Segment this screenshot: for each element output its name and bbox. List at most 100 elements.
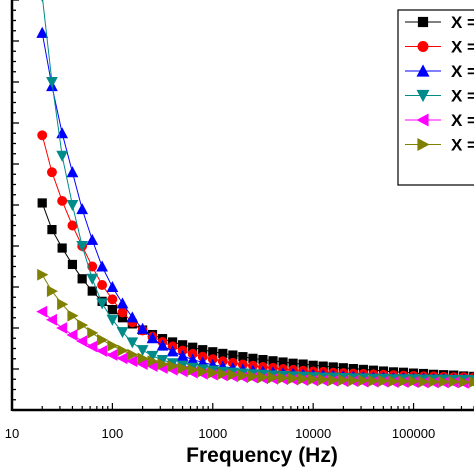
data-point xyxy=(106,314,119,326)
data-point xyxy=(388,375,400,388)
data-point xyxy=(107,304,117,315)
data-point xyxy=(288,372,300,385)
legend-marker xyxy=(417,138,430,151)
legend-label: X = xyxy=(451,62,474,81)
data-point xyxy=(278,372,290,384)
y-ticks xyxy=(12,0,19,411)
data-point xyxy=(116,352,128,365)
legend-marker xyxy=(416,113,429,127)
legend-item-4: X = xyxy=(405,111,474,130)
x-tick-label: 100000 xyxy=(392,426,435,441)
data-point xyxy=(187,363,199,376)
data-point xyxy=(308,373,320,386)
data-point xyxy=(146,332,159,344)
legend-label: X = xyxy=(451,13,474,32)
data-point xyxy=(448,375,460,388)
legend-label: X = xyxy=(451,136,474,155)
data-point xyxy=(56,322,68,334)
data-point xyxy=(147,355,159,368)
data-point xyxy=(97,334,109,346)
data-point xyxy=(398,375,410,388)
data-point xyxy=(197,365,209,378)
data-point xyxy=(57,243,67,253)
data-point xyxy=(428,375,440,388)
data-point xyxy=(408,375,420,388)
data-point xyxy=(97,280,108,290)
data-point xyxy=(87,327,99,339)
data-point xyxy=(47,225,57,235)
legend-item-0: X = xyxy=(405,13,474,32)
x-tick-label: 100 xyxy=(102,426,124,441)
data-point xyxy=(338,374,350,386)
data-point xyxy=(107,294,118,305)
legend-label: X = xyxy=(451,87,474,106)
data-point xyxy=(167,360,179,373)
x-tick-label: 10000 xyxy=(295,426,331,441)
data-point xyxy=(156,339,169,351)
data-point xyxy=(86,233,99,245)
data-point xyxy=(66,199,79,212)
data-point xyxy=(77,319,89,332)
data-point xyxy=(247,370,259,383)
legend-item-3: X = xyxy=(405,87,474,106)
data-point xyxy=(76,240,89,253)
data-point xyxy=(47,167,57,178)
data-point xyxy=(127,348,139,361)
data-point xyxy=(76,203,89,215)
data-point xyxy=(378,375,390,387)
x-tick-label: 10 xyxy=(5,426,19,441)
data-point xyxy=(257,371,269,384)
data-point xyxy=(37,268,49,281)
data-point xyxy=(117,344,129,357)
data-point xyxy=(41,0,44,2)
data-point xyxy=(298,372,310,385)
data-point xyxy=(66,166,79,178)
data-point xyxy=(96,260,108,272)
data-point xyxy=(438,375,450,388)
data-point xyxy=(136,322,149,334)
data-point xyxy=(56,150,69,162)
data-point xyxy=(45,313,57,326)
data-point xyxy=(96,298,108,310)
series-layer xyxy=(36,0,474,389)
x-ticks: 10 100 1000 10000 100000 xyxy=(5,403,474,441)
x-tick-label: 1000 xyxy=(198,426,227,441)
data-point xyxy=(126,355,138,368)
data-point xyxy=(176,349,189,361)
data-point xyxy=(267,371,280,384)
data-point xyxy=(66,329,78,341)
data-point xyxy=(157,358,169,370)
data-point xyxy=(348,374,360,387)
data-point xyxy=(116,297,129,309)
data-point xyxy=(418,375,430,388)
data-point xyxy=(107,339,119,352)
data-point xyxy=(237,369,249,382)
data-point xyxy=(468,376,474,388)
data-point xyxy=(177,362,189,375)
data-point xyxy=(137,352,149,365)
legend-item-5: X = xyxy=(405,136,474,155)
legend-marker xyxy=(417,16,429,28)
legend: X = X = X = X = X = X = xyxy=(397,9,474,186)
series-5 xyxy=(37,268,474,388)
data-point xyxy=(207,366,219,379)
data-point xyxy=(116,327,129,339)
data-point xyxy=(36,26,49,38)
legend-marker xyxy=(417,41,429,52)
legend-item-2: X = xyxy=(405,62,474,81)
x-axis-title: Frequency (Hz) xyxy=(186,444,338,467)
legend-label: X = xyxy=(451,38,474,57)
data-point xyxy=(67,309,79,322)
legend-box xyxy=(397,9,474,186)
data-point xyxy=(76,335,88,347)
data-point xyxy=(358,374,370,387)
data-point xyxy=(458,376,470,388)
data-point xyxy=(126,311,139,323)
data-point xyxy=(37,198,47,208)
data-point xyxy=(106,349,118,361)
data-point xyxy=(36,305,48,318)
data-point xyxy=(86,273,99,285)
data-point xyxy=(146,350,159,362)
legend-marker xyxy=(416,64,430,77)
data-point xyxy=(87,286,97,296)
